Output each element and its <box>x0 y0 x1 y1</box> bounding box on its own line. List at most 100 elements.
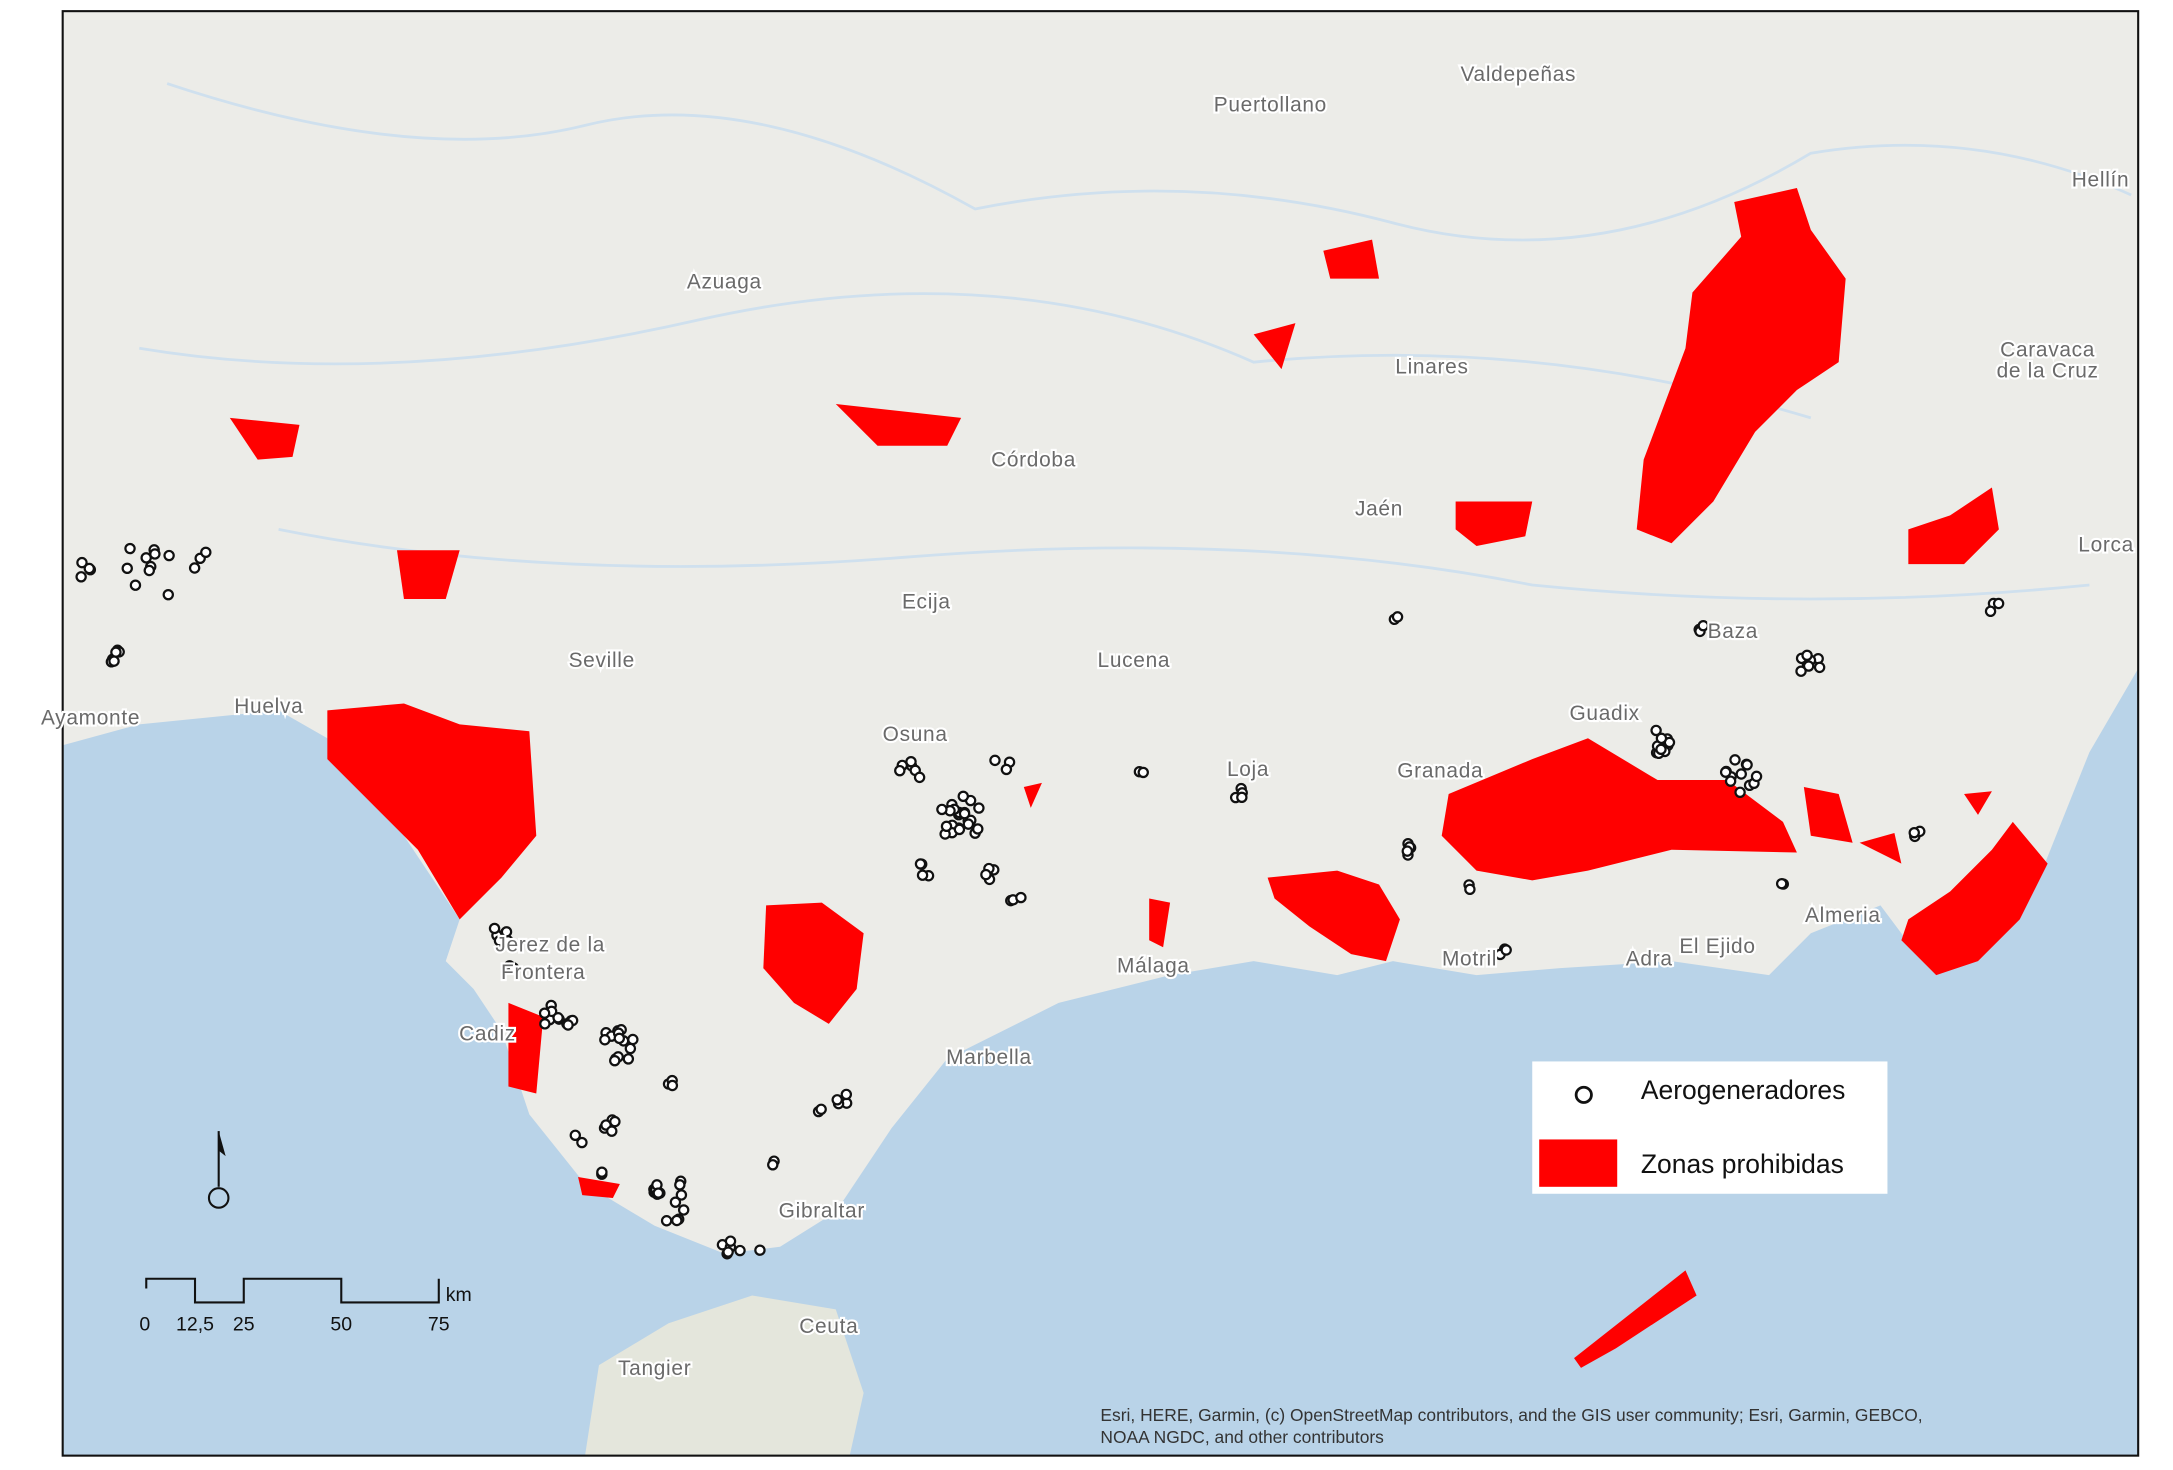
place-label: Frontera <box>501 961 585 984</box>
wind-turbine <box>1795 665 1807 677</box>
wind-turbine <box>1750 770 1763 783</box>
wind-turbine <box>1741 759 1753 771</box>
scale-bar: 0 12,5 25 50 75 km <box>139 1277 472 1335</box>
wind-turbine <box>75 571 87 583</box>
wind-turbine <box>507 962 520 974</box>
place-label: Tangier <box>618 1357 691 1380</box>
wind-turbine <box>606 1125 618 1137</box>
wind-turbine <box>500 926 513 938</box>
wind-turbine <box>913 771 926 784</box>
attribution: Esri, HERE, Garmin, (c) OpenStreetMap co… <box>1100 1405 1922 1425</box>
place-label: Valdepeñas <box>1460 63 1576 86</box>
wind-turbine <box>1000 763 1013 776</box>
wind-turbine <box>76 556 88 569</box>
attribution: NOAA NGDC, and other contributors <box>1100 1427 1384 1447</box>
wind-turbine <box>916 869 929 881</box>
map-frame <box>61 10 2140 1457</box>
wind-turbine <box>675 1189 688 1201</box>
place-label: de la Cruz <box>1997 359 2099 382</box>
wind-turbine <box>1724 775 1737 787</box>
wind-turbine <box>83 562 95 575</box>
wind-turbine <box>493 935 506 947</box>
wind-turbine <box>669 1196 682 1208</box>
wind-turbine <box>613 1032 626 1045</box>
place-label: Huelva <box>234 695 303 718</box>
wind-turbines <box>75 542 2005 1260</box>
wind-turbine <box>1500 944 1512 956</box>
wind-turbine <box>627 1033 639 1046</box>
wind-turbine <box>1137 766 1149 779</box>
wind-turbine <box>609 1054 621 1067</box>
wind-turbine <box>188 562 201 574</box>
place-label: Almeria <box>1805 904 1881 927</box>
wind-turbine <box>1729 754 1741 766</box>
place-label: Azuaga <box>687 270 762 293</box>
scale-label: 12,5 <box>176 1313 214 1335</box>
wind-turbine <box>622 1053 635 1065</box>
wind-turbine <box>163 549 175 562</box>
wind-turbine <box>958 807 971 820</box>
wind-turbine <box>1464 883 1476 896</box>
wind-turbine <box>1813 661 1826 674</box>
wind-turbine <box>957 790 969 803</box>
wind-turbine <box>1984 605 1997 617</box>
rivers <box>139 82 2132 601</box>
wind-turbine <box>599 1034 611 1046</box>
wind-turbine <box>666 1079 679 1092</box>
place-label: Motril <box>1442 947 1497 970</box>
wind-turbine <box>124 542 136 555</box>
wind-turbine <box>905 755 917 768</box>
wind-turbine <box>1655 743 1667 756</box>
wind-turbine <box>488 922 501 935</box>
wind-turbine <box>149 548 161 560</box>
scale-label: 0 <box>139 1313 150 1335</box>
place-label: Cadiz <box>459 1023 516 1046</box>
wind-turbine <box>914 858 927 870</box>
wind-turbine <box>724 1235 737 1247</box>
wind-turbine <box>1992 597 2005 610</box>
place-label: Málaga <box>1117 954 1190 977</box>
wind-turbine <box>162 588 174 601</box>
wind-turbine <box>200 546 212 559</box>
wind-turbine <box>1735 768 1747 780</box>
wind-turbine <box>831 1094 843 1106</box>
place-label: Adra <box>1626 947 1673 970</box>
wind-turbine <box>1015 891 1027 904</box>
wind-turbine <box>953 823 966 836</box>
wind-turbine <box>894 764 906 777</box>
place-label: Osuna <box>883 723 948 746</box>
wind-turbine <box>129 579 142 591</box>
wind-turbine <box>815 1103 827 1115</box>
wind-turbine <box>562 1019 574 1031</box>
wind-turbine <box>1908 826 1920 839</box>
wind-turbine <box>940 820 953 833</box>
scale-label: 25 <box>233 1313 255 1335</box>
wind-turbine <box>576 1136 588 1149</box>
place-label: Ceuta <box>799 1315 858 1338</box>
wind-turbine <box>1734 786 1746 798</box>
wind-turbine <box>143 564 155 577</box>
wind-turbine <box>596 1166 608 1178</box>
legend-symbol <box>1539 1139 1618 1187</box>
wind-turbine <box>110 646 122 658</box>
wind-turbine <box>674 1179 686 1191</box>
wind-turbine <box>1801 649 1813 662</box>
wind-turbine <box>660 1215 673 1227</box>
wind-turbine <box>840 1088 853 1101</box>
wind-turbine <box>767 1159 779 1171</box>
place-labels: Valdepeñas Puertollano Hellín Azuaga Linares… <box>39 61 2136 1382</box>
wind-turbine <box>734 1244 746 1257</box>
place-label: Guadix <box>1570 702 1640 725</box>
wind-turbine <box>980 868 992 881</box>
wind-turbine <box>754 1244 766 1256</box>
place-label: Ayamonte <box>41 706 140 729</box>
wind-turbine <box>539 1018 551 1030</box>
legend-label: Aerogeneradores <box>1641 1075 1845 1105</box>
scale-label: 50 <box>330 1313 352 1335</box>
place-label: Gibraltar <box>779 1199 865 1222</box>
wind-turbine <box>1401 845 1414 857</box>
place-label: Linares <box>1395 355 1468 378</box>
wind-turbine <box>652 1187 665 1199</box>
place-label: Granada <box>1397 759 1483 782</box>
place-label: Baza <box>1708 620 1758 643</box>
